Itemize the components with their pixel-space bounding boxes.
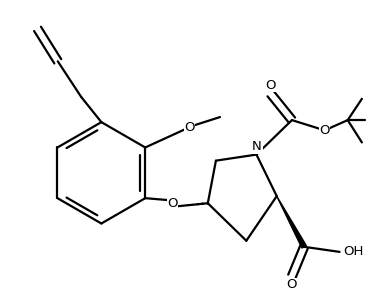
Text: OH: OH [344,245,364,258]
Text: O: O [319,124,330,137]
Text: O: O [167,197,178,210]
Text: O: O [287,278,297,291]
Text: O: O [265,79,276,92]
Text: O: O [184,121,195,134]
Polygon shape [277,196,306,248]
Text: N: N [252,139,261,153]
